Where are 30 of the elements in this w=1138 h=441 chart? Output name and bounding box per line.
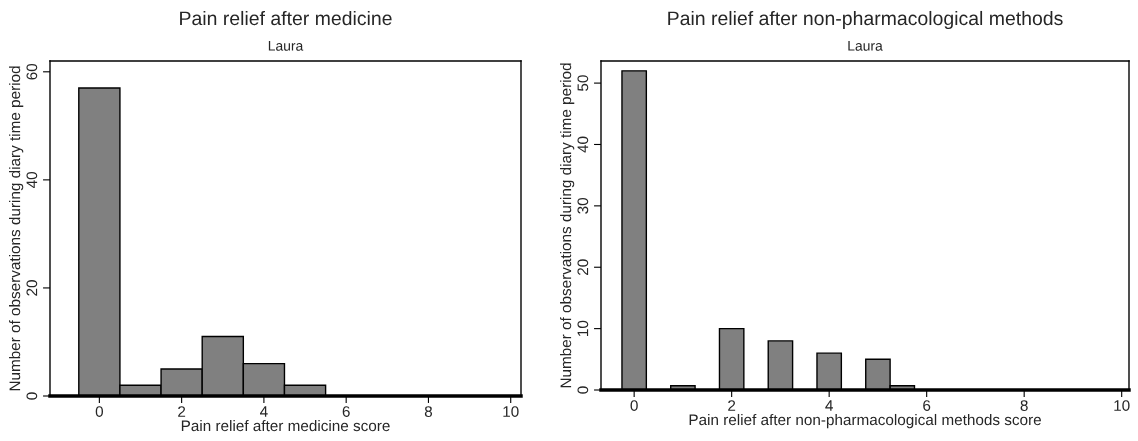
chart-title: Pain relief after non-pharmacological methods (668, 10, 1063, 30)
x-tick-label: 6 (923, 400, 931, 411)
x-tick-label: 4 (260, 406, 268, 417)
y-tick-label: 20 (26, 280, 38, 296)
y-tick-label: 40 (577, 136, 589, 153)
x-tick-label: 0 (630, 400, 638, 411)
x-tick-label: 10 (503, 406, 519, 417)
y-tick-label: 0 (577, 386, 589, 394)
y-tick-label: 50 (577, 75, 589, 91)
x-tick-label: 2 (178, 406, 186, 417)
y-tick-label: 40 (26, 171, 38, 189)
y-tick-label: 30 (577, 197, 589, 214)
y-tick-label: 10 (577, 320, 589, 336)
y-tick-label: 60 (26, 63, 38, 80)
chart-subtitle: Laura (268, 41, 304, 51)
chart-title: Pain relief after medicine (180, 10, 392, 26)
x-tick-label: 0 (95, 406, 104, 417)
y-axis-title: Number of observations during diary time period (560, 63, 575, 388)
x-tick-label: 6 (342, 406, 350, 417)
x-tick-label: 4 (825, 400, 833, 411)
x-axis-title: Pain relief after medicine score (181, 419, 390, 432)
y-tick-label: 0 (26, 392, 38, 400)
y-tick-label: 20 (577, 259, 589, 275)
x-tick-label: 10 (1114, 400, 1130, 411)
y-axis-title: Number of observations during diary time period (9, 66, 24, 391)
x-tick-label: 8 (424, 406, 433, 417)
x-axis-title: Pain relief after non-pharmacological methods score (689, 413, 1041, 429)
x-tick-label: 2 (728, 400, 736, 411)
x-tick-label: 8 (1020, 400, 1028, 411)
chart-subtitle: Laura (848, 41, 883, 51)
